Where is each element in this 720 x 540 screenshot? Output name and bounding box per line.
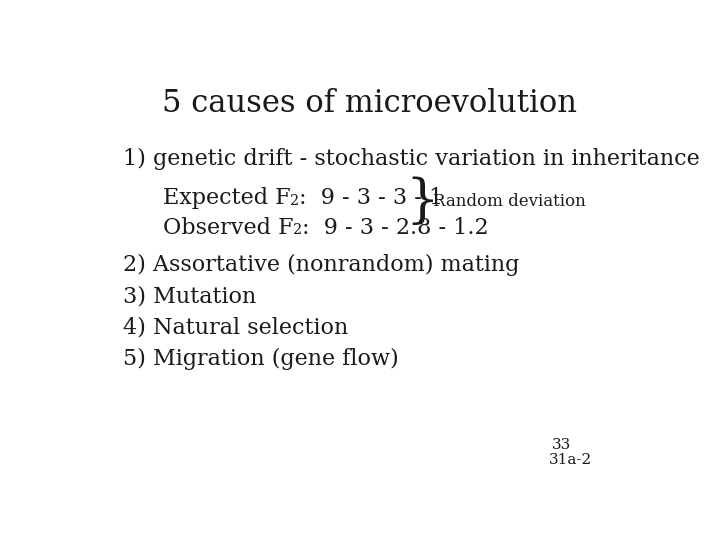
Text: Expected F: Expected F — [163, 187, 290, 210]
Text: :  9 - 3 - 2.8 - 1.2: : 9 - 3 - 2.8 - 1.2 — [302, 217, 489, 239]
Text: 4) Natural selection: 4) Natural selection — [124, 316, 348, 339]
Text: 3) Mutation: 3) Mutation — [124, 285, 257, 307]
Text: 1) genetic drift - stochastic variation in inheritance: 1) genetic drift - stochastic variation … — [124, 148, 701, 170]
Text: :  9 - 3 - 3 - 1: : 9 - 3 - 3 - 1 — [300, 187, 444, 210]
Text: }: } — [405, 176, 439, 227]
Text: 2: 2 — [293, 223, 302, 237]
Text: 5 causes of microevolution: 5 causes of microevolution — [161, 87, 577, 119]
Text: 2: 2 — [290, 194, 300, 208]
Text: Observed F: Observed F — [163, 217, 293, 239]
Text: 2) Assortative (nonrandom) mating: 2) Assortative (nonrandom) mating — [124, 254, 520, 276]
Text: 31a-2: 31a-2 — [549, 453, 593, 467]
Text: 5) Migration (gene flow): 5) Migration (gene flow) — [124, 348, 399, 370]
Text: 33: 33 — [552, 438, 571, 453]
Text: Random deviation: Random deviation — [433, 193, 586, 210]
